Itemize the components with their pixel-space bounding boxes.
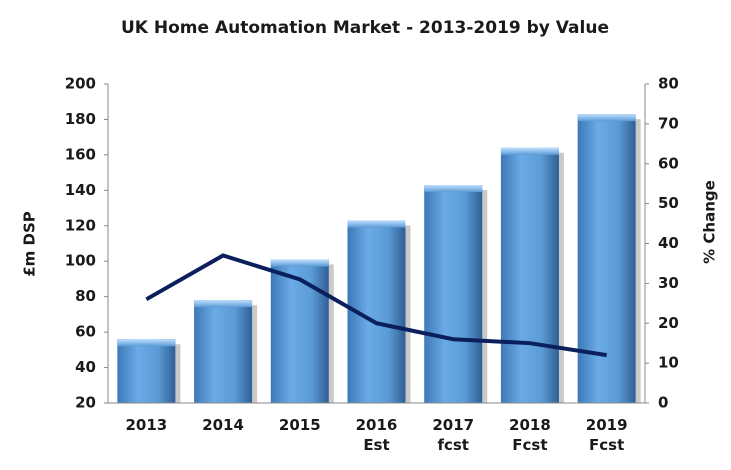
y-tick-label: 20: [75, 394, 96, 412]
y-tick-label: 80: [75, 287, 96, 305]
y-tick-label: 140: [65, 181, 96, 199]
y2-tick-label: 40: [658, 234, 679, 252]
bar-top: [347, 220, 406, 228]
bar: [270, 259, 329, 403]
x-tick-label: 2013: [125, 416, 167, 434]
bar: [500, 147, 559, 403]
y2-tick-label: 10: [658, 354, 679, 372]
chart-title: UK Home Automation Market - 2013-2019 by…: [121, 18, 609, 38]
y-tick-label: 40: [75, 358, 96, 376]
y-tick-label: 200: [65, 75, 96, 93]
y2-tick-label: 30: [658, 274, 679, 292]
y2-tick-label: 70: [658, 114, 679, 132]
y2-tick-label: 0: [658, 394, 668, 412]
y-tick-label: 100: [65, 252, 96, 270]
x-tick-label: 2018 Fcst: [509, 416, 551, 454]
y-tick-label: 180: [65, 110, 96, 128]
y-tick-label: 160: [65, 145, 96, 163]
bar-top: [117, 339, 176, 347]
bar-top: [194, 300, 253, 308]
y2-axis-title: % Change: [701, 180, 719, 264]
y-tick-label: 120: [65, 216, 96, 234]
bar-top: [270, 259, 329, 267]
y2-tick-label: 60: [658, 154, 679, 172]
x-tick-label: 2014: [202, 416, 244, 434]
x-tick-label: 2019 Fcst: [586, 416, 628, 454]
bar-top: [500, 147, 559, 155]
line: [145, 253, 607, 358]
y-tick-label: 60: [75, 323, 96, 341]
x-tick-label: 2015: [279, 416, 321, 434]
y-axis-title: £m DSP: [21, 211, 39, 277]
bar-top: [424, 185, 483, 193]
bar: [194, 300, 253, 403]
bar: [577, 114, 636, 403]
y2-tick-label: 50: [658, 194, 679, 212]
bar: [424, 185, 483, 403]
bar: [117, 339, 176, 403]
y2-tick-label: 80: [658, 75, 679, 93]
y2-tick-label: 20: [658, 314, 679, 332]
x-tick-label: 2017 fcst: [432, 416, 474, 454]
bar-top: [577, 114, 636, 122]
x-tick-label: 2016 Est: [356, 416, 398, 454]
